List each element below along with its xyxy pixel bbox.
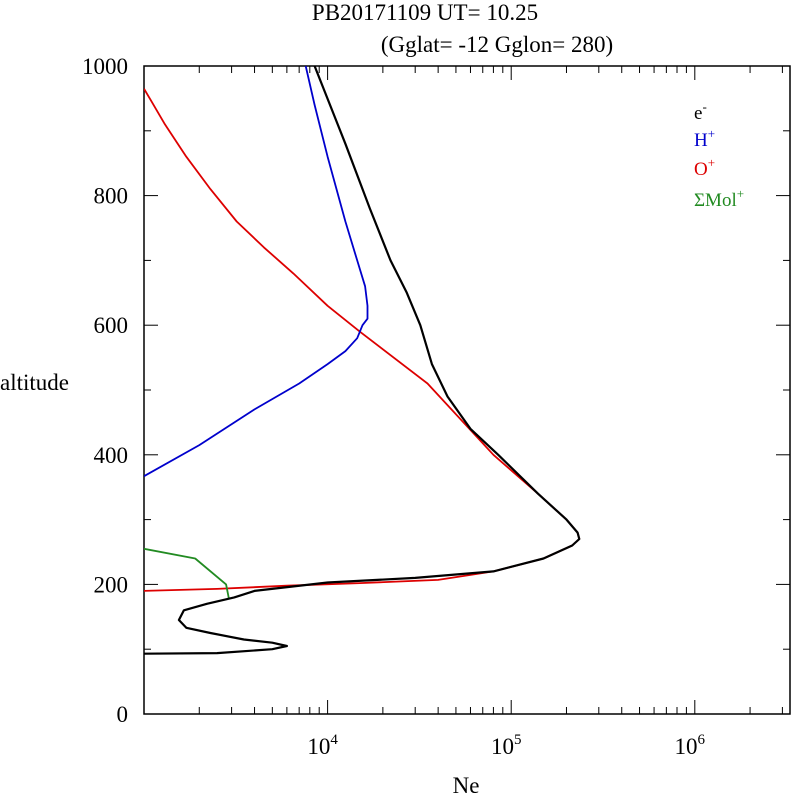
series-lines [144,66,581,655]
legend-entry-name: ΣMol [694,190,737,211]
legend-entry: e- [694,99,707,124]
y-tick-label: 400 [94,443,129,468]
y-tick-label: 800 [94,184,129,209]
legend-entry-charge: + [708,126,715,141]
x-tick-label: 105 [491,732,521,759]
y-axis-ticks: 0 200 400 600 800 1000 [82,54,790,727]
chart-title: PB20171109 UT= 10.25 (Gglat= -12 Gglon= … [312,0,613,57]
y-tick-label: 200 [94,572,129,597]
chart-title-line1: PB20171109 UT= 10.25 [312,0,538,25]
legend-entry: O+ [694,155,715,180]
y-tick-label: 600 [94,313,129,338]
y-tick-label: 1000 [82,54,128,79]
series-line-3 [144,547,230,599]
legend: e-H+O+ΣMol+ [694,99,744,211]
y-axis-label: altitude [0,370,69,395]
series-line-2 [144,88,581,592]
x-axis-ticks: 104 105 106 [143,66,783,759]
legend-entry-charge: - [702,99,706,114]
legend-entry-name: e [694,103,702,124]
x-tick-exponent: 4 [330,732,338,748]
series-line-1 [144,66,369,477]
x-tick-base: 10 [491,734,514,759]
x-tick-exponent: 6 [698,732,706,748]
legend-entry-charge: + [708,155,715,170]
legend-entry-charge: + [737,186,744,201]
x-tick-label: 104 [307,732,338,759]
legend-entry-name: H [694,130,708,151]
chart-title-line2: (Gglat= -12 Gglon= 280) [381,32,613,57]
y-tick-label: 0 [117,702,129,727]
x-axis-label: Ne [453,773,480,795]
series-line-0 [144,66,581,655]
x-tick-base: 10 [675,734,698,759]
legend-entry-name: O [694,159,708,180]
x-tick-base: 10 [307,734,330,759]
legend-entry: H+ [694,126,715,151]
x-tick-exponent: 5 [514,732,522,748]
legend-entry: ΣMol+ [694,186,744,211]
x-tick-label: 106 [675,732,706,759]
